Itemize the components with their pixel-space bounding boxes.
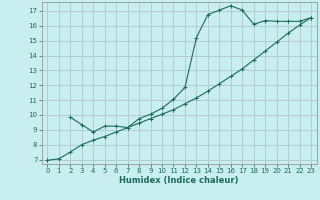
X-axis label: Humidex (Indice chaleur): Humidex (Indice chaleur) [119,176,239,185]
